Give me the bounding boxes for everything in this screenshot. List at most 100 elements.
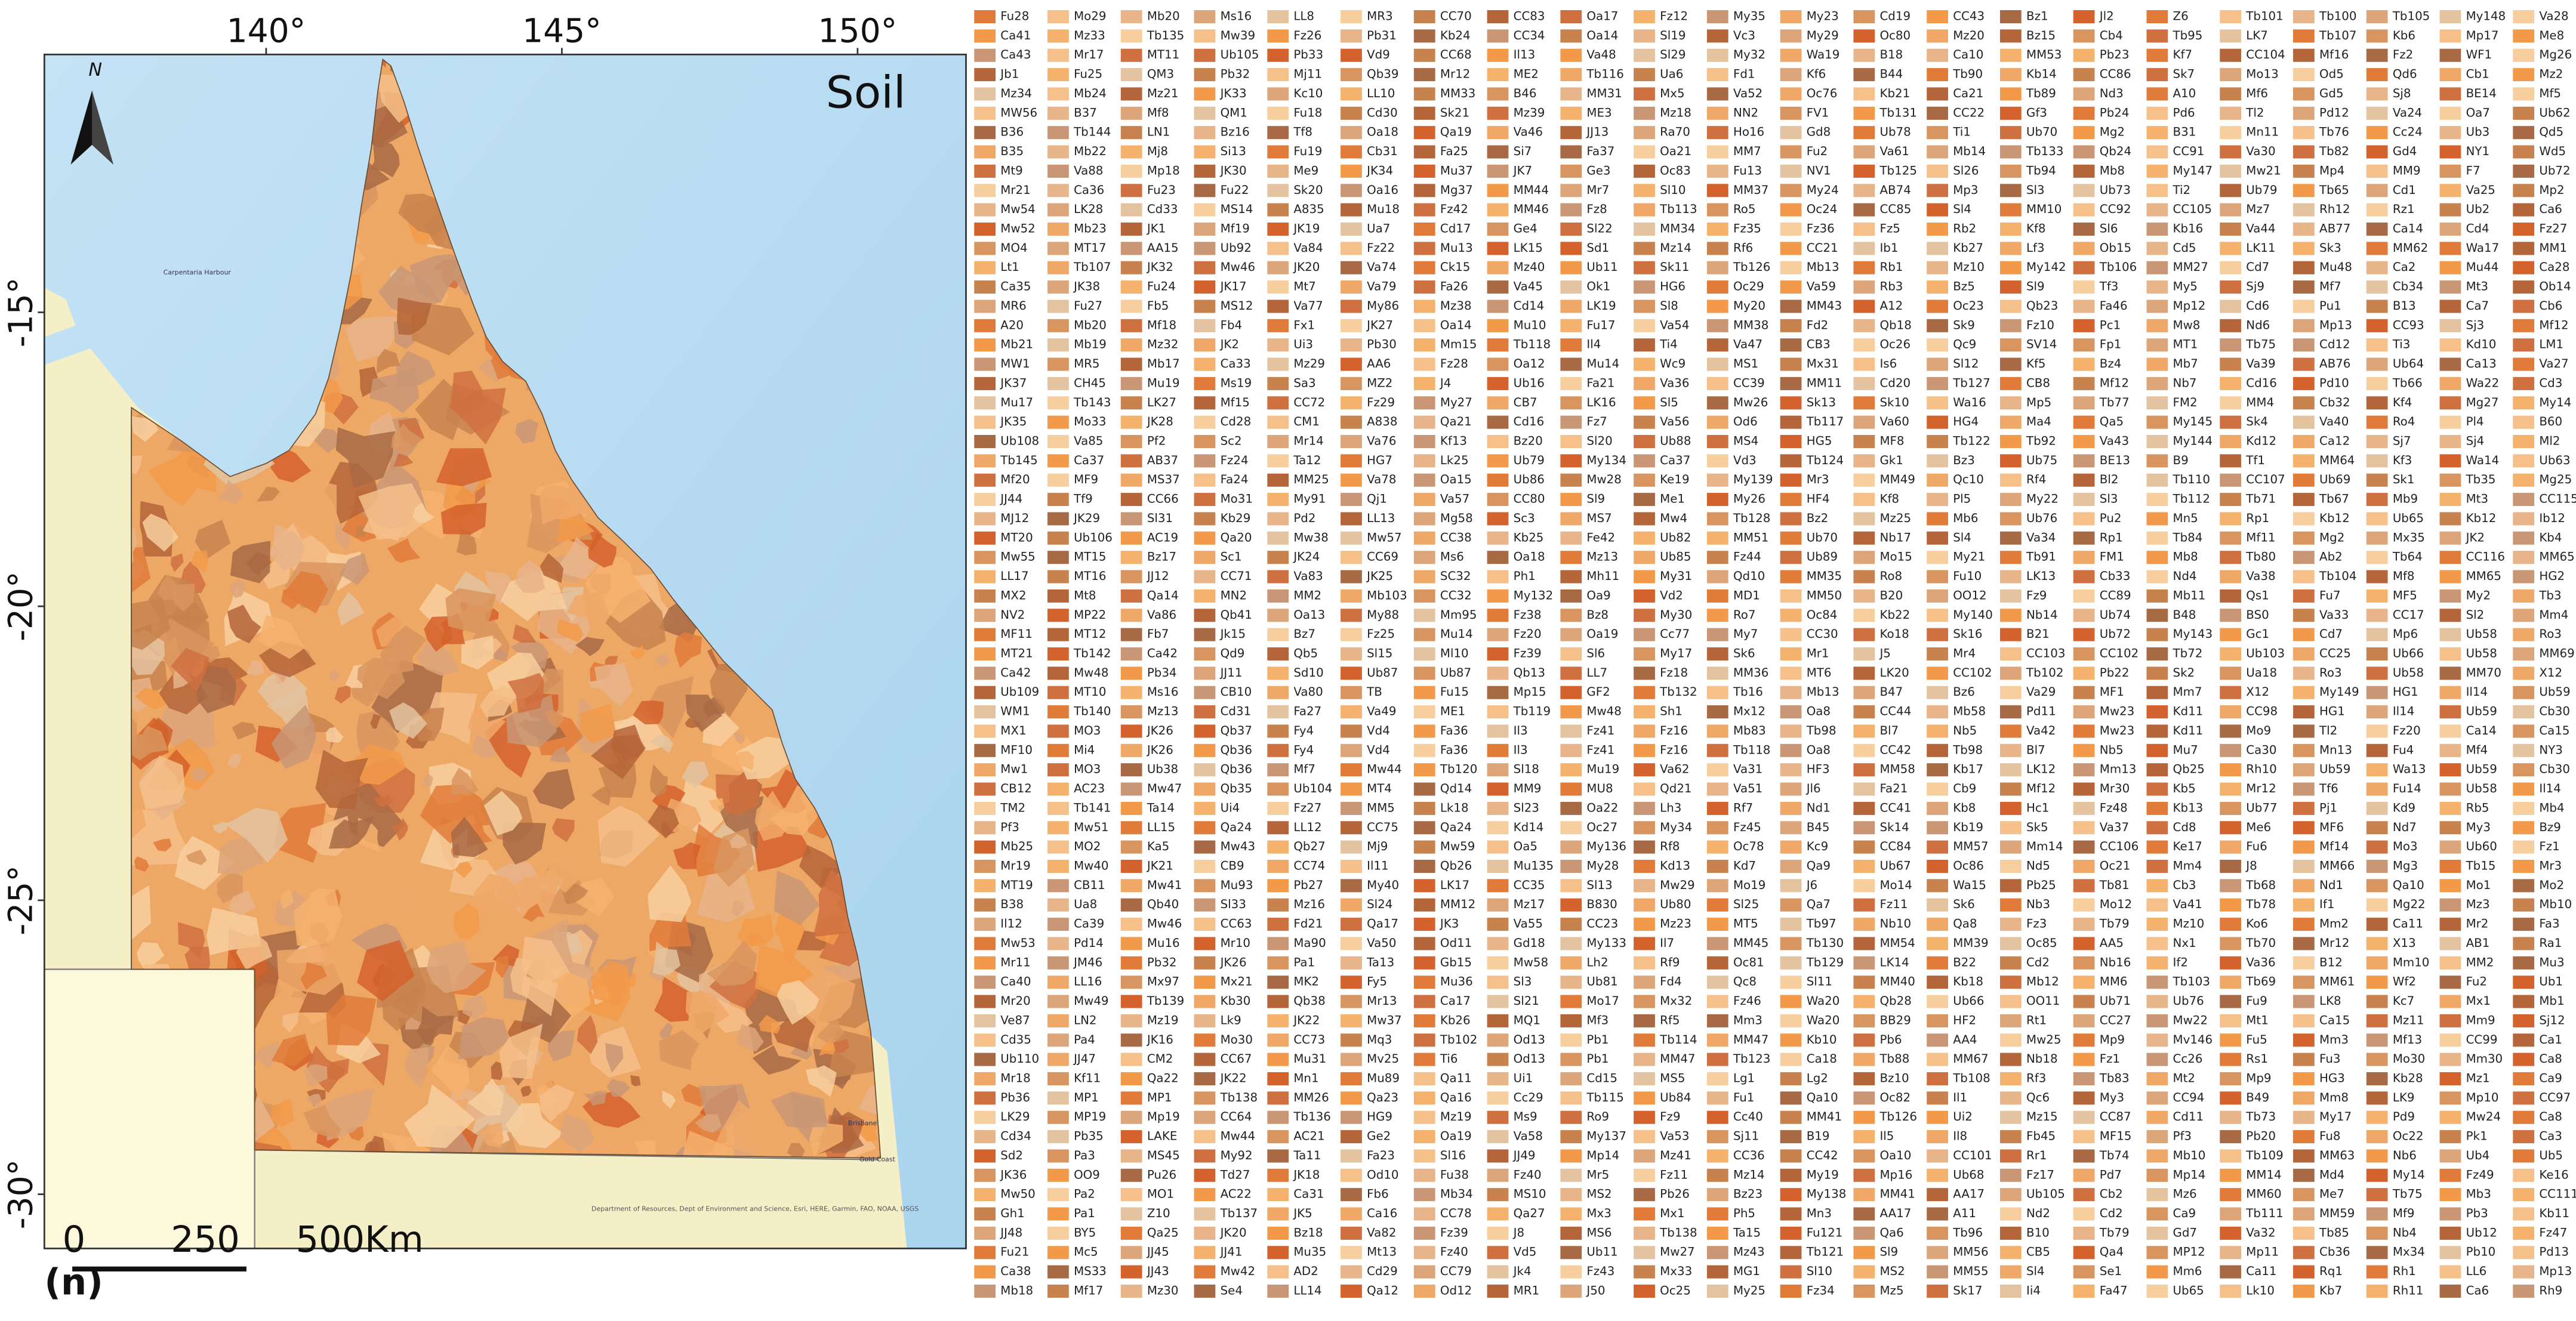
- legend-swatch: [1634, 724, 1655, 738]
- legend-swatch: [1634, 743, 1655, 757]
- soil-patch: [777, 980, 819, 1025]
- legend-label: CB7: [1514, 396, 1537, 409]
- legend-swatch: [2073, 493, 2095, 507]
- legend-swatch: [1047, 415, 1069, 429]
- legend-label: My147: [2173, 163, 2213, 177]
- legend-label: Mw42: [1221, 1264, 1255, 1278]
- legend-label: Tb126: [1879, 1110, 1916, 1124]
- legend-swatch: [1853, 686, 1875, 699]
- legend-label: MM41: [1807, 1110, 1842, 1124]
- legend-swatch: [1560, 628, 1582, 641]
- legend-swatch: [1560, 10, 1582, 24]
- legend-label: MN2: [1221, 588, 1247, 602]
- legend-label: CC91: [2173, 144, 2205, 158]
- legend-swatch: [2146, 454, 2168, 468]
- legend-swatch: [2439, 879, 2461, 893]
- legend-swatch: [1120, 145, 1142, 159]
- legend-label: Ro3: [2319, 666, 2342, 680]
- legend-swatch: [2293, 280, 2315, 294]
- legend-swatch: [974, 686, 996, 699]
- legend-swatch: [1413, 956, 1435, 970]
- legend-swatch: [1341, 976, 1362, 989]
- legend-label: Mx1: [2466, 994, 2491, 1008]
- legend-swatch: [1853, 87, 1875, 101]
- legend-label: MT12: [1074, 627, 1106, 641]
- legend-label: Ms6: [1440, 550, 1464, 564]
- legend-swatch: [1780, 551, 1802, 564]
- legend-swatch: [1120, 106, 1142, 120]
- legend-swatch: [974, 551, 996, 564]
- legend-label: Mz23: [1660, 917, 1691, 931]
- legend-label: Oa16: [1367, 183, 1398, 197]
- legend-swatch: [1634, 145, 1655, 159]
- legend-label: Tb79: [2099, 917, 2130, 931]
- legend-swatch: [2146, 222, 2168, 236]
- legend-label: CC97: [2539, 1091, 2571, 1104]
- legend-swatch: [1634, 1226, 1655, 1240]
- legend-swatch: [1706, 415, 1728, 429]
- legend-label: MT11: [1147, 48, 1179, 61]
- soil-patch: [191, 551, 209, 572]
- legend-swatch: [1413, 531, 1435, 545]
- legend-label: Ub109: [1000, 685, 1039, 699]
- soil-patch: [134, 687, 168, 709]
- legend-swatch: [1999, 898, 2022, 912]
- legend-label: Mw52: [1000, 221, 1035, 235]
- legend-swatch: [1487, 376, 1509, 390]
- legend-label: Ub72: [2100, 627, 2131, 641]
- legend-swatch: [1706, 1110, 1728, 1124]
- soil-patch: [414, 707, 445, 742]
- legend-swatch: [1853, 1246, 1875, 1260]
- legend-swatch: [2513, 570, 2535, 584]
- legend-label: Tb103: [2173, 975, 2210, 989]
- legend-swatch: [1780, 782, 1802, 796]
- legend-label: Oc85: [2026, 936, 2057, 950]
- legend-swatch: [1413, 976, 1435, 989]
- legend-swatch: [1560, 222, 1582, 236]
- legend-swatch: [1853, 473, 1875, 487]
- legend-swatch: [1120, 242, 1142, 255]
- legend-label: Ui1: [1514, 1071, 1533, 1085]
- legend-label: Mv25: [1367, 1052, 1399, 1066]
- legend-label: Sk7: [2173, 67, 2195, 81]
- legend-label: Mz25: [1879, 511, 1911, 525]
- legend-label: B21: [2026, 627, 2050, 641]
- legend-swatch: [1194, 338, 1216, 352]
- legend-swatch: [1120, 300, 1142, 313]
- legend-label: LK28: [1074, 202, 1103, 216]
- legend-swatch: [1634, 782, 1655, 796]
- legend-label: Qs1: [2246, 588, 2269, 602]
- legend-label: My139: [1733, 473, 1773, 486]
- legend-label: My34: [1660, 820, 1692, 834]
- legend-label: JK3: [1439, 917, 1459, 931]
- legend-label: Fd21: [1293, 917, 1323, 931]
- legend-swatch: [1047, 937, 1069, 950]
- legend-label: JK37: [999, 376, 1027, 390]
- land-sa: [44, 969, 255, 1249]
- legend-label: Tb35: [2466, 473, 2496, 486]
- soil-patch: [695, 1114, 722, 1133]
- legend-label: Sl16: [1440, 1149, 1466, 1162]
- legend-label: Kd9: [2393, 801, 2415, 814]
- legend-label: Rf7: [1733, 801, 1753, 814]
- legend-swatch: [1560, 1149, 1582, 1163]
- soil-patch: [270, 448, 312, 483]
- soil-patch: [370, 714, 381, 729]
- legend-swatch: [1047, 609, 1069, 622]
- legend-label: Tb130: [1806, 936, 1844, 950]
- legend-label: Pu2: [2100, 511, 2122, 525]
- legend-label: Qa8: [1953, 917, 1977, 931]
- legend-swatch: [1999, 937, 2022, 950]
- soil-patch: [630, 646, 646, 660]
- legend-label: Mw29: [1660, 878, 1694, 892]
- legend-label: Il4: [1586, 338, 1601, 351]
- legend-swatch: [1267, 87, 1289, 101]
- legend-label: Kb30: [1221, 994, 1251, 1008]
- legend-swatch: [1413, 10, 1435, 24]
- legend-swatch: [1560, 1130, 1582, 1144]
- legend-label: Ti6: [1440, 1052, 1458, 1066]
- legend-swatch: [2073, 106, 2095, 120]
- legend-swatch: [2513, 898, 2535, 912]
- legend-swatch: [2073, 338, 2095, 352]
- legend-swatch: [1634, 976, 1655, 989]
